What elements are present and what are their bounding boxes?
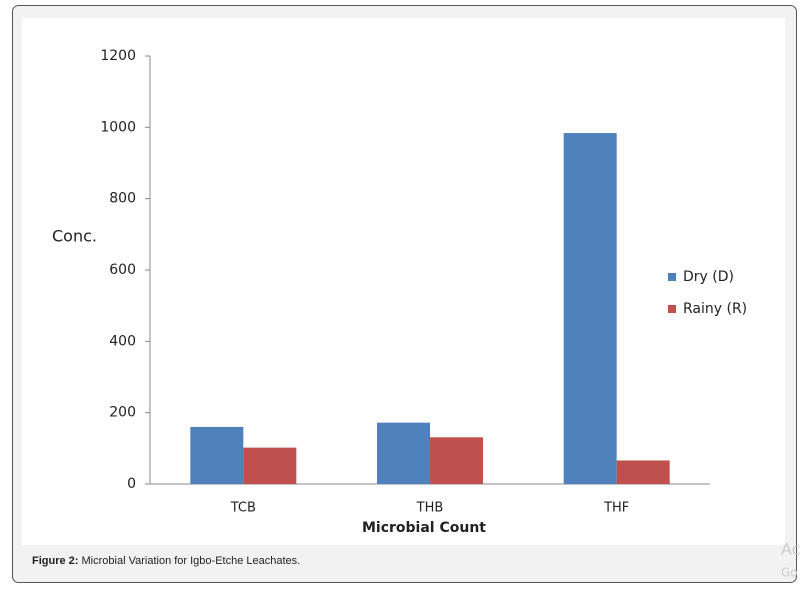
bar [377, 422, 430, 484]
bar [430, 437, 483, 484]
watermark: Go [781, 566, 798, 580]
legend-swatch [668, 305, 676, 313]
y-tick-label: 600 [109, 262, 136, 278]
bar [190, 426, 244, 484]
y-tick-label: 200 [109, 405, 136, 421]
x-tick-label: TCB [230, 501, 256, 516]
y-tick-label: 1200 [100, 48, 136, 64]
legend-swatch [668, 273, 676, 281]
caption-text: Microbial Variation for Igbo-Etche Leach… [82, 555, 301, 567]
y-tick-label: 1000 [100, 119, 136, 135]
y-tick-label: 400 [109, 333, 136, 349]
caption: Figure 2: Microbial Variation for Igbo-E… [32, 555, 300, 567]
y-tick-label: 800 [109, 191, 136, 207]
legend-label: Rainy (R) [683, 301, 747, 317]
caption-label: Figure 2: [32, 555, 78, 567]
x-tick-label: THB [416, 501, 444, 516]
x-tick-label: THF [603, 501, 629, 516]
bar [616, 460, 670, 484]
x-axis-label: Microbial Count [362, 520, 486, 536]
y-tick-label: 0 [127, 476, 136, 492]
legend-label: Dry (D) [683, 269, 734, 285]
y-axis-label: Conc. [52, 227, 97, 246]
watermark: Ac [781, 540, 800, 559]
bar [563, 133, 617, 485]
bar [243, 447, 297, 484]
